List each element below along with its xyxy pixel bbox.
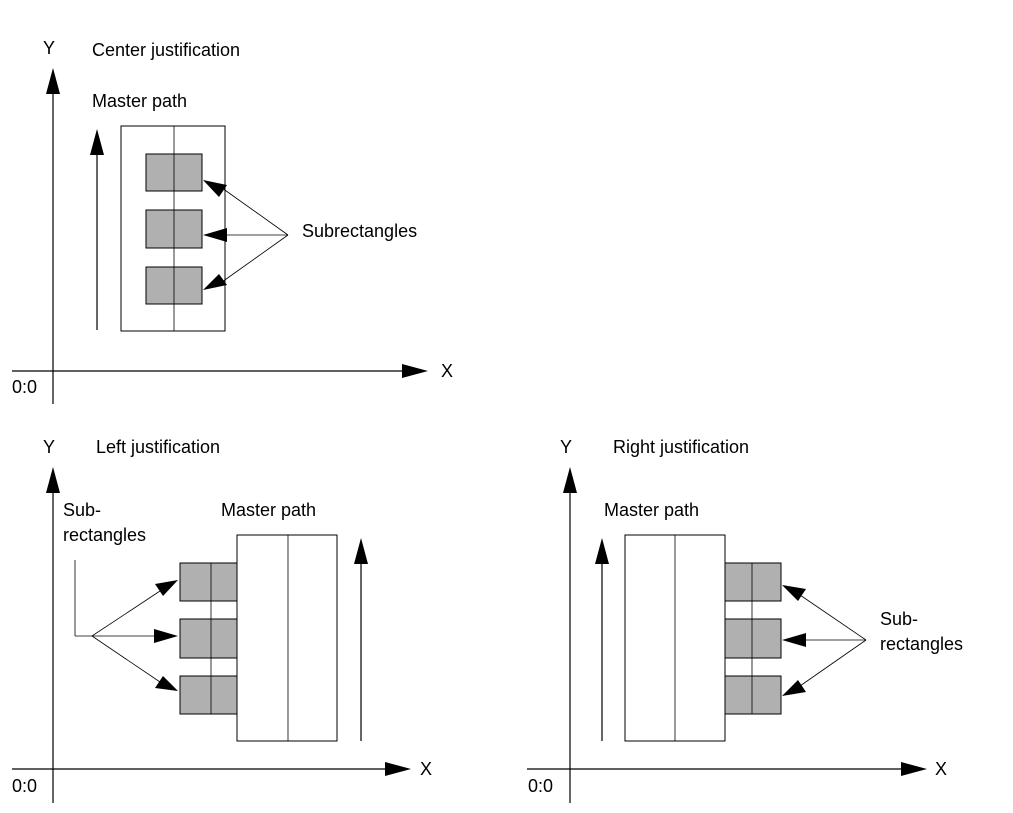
left-callout-label-line1: Sub- [63,500,101,520]
right-y-axis-arrowhead [563,467,577,493]
right-callout-line-1 [799,594,867,641]
right-master-path-label: Master path [604,500,699,520]
center-y-axis-arrowhead [46,68,60,94]
left-justification-panel: Y Left justification X 0:0 Master path S… [12,437,432,803]
left-panel-title: Left justification [96,437,220,457]
center-y-axis-label: Y [43,38,55,58]
left-x-axis-label: X [420,759,432,779]
center-callout-line-3 [221,234,289,283]
left-callout-line-1 [91,590,161,637]
right-origin-label: 0:0 [528,776,553,796]
center-x-axis-arrowhead [402,364,428,378]
left-master-rectangle [236,534,338,742]
left-x-axis-arrowhead [385,762,411,776]
left-master-path-label: Master path [221,500,316,520]
right-panel-title: Right justification [613,437,749,457]
center-callout-line-1 [221,187,289,236]
left-callout-line-3 [91,635,161,683]
left-origin-label: 0:0 [12,776,37,796]
left-y-axis-label: Y [43,437,55,457]
right-subrectangle-1 [724,562,782,602]
right-callout-label-line1: Sub- [880,609,918,629]
center-callout-arrowhead-2 [203,228,227,242]
center-callout-label: Subrectangles [302,221,417,241]
center-master-path-arrowhead [90,129,104,155]
center-panel-title: Center justification [92,40,240,60]
right-callout-line-3 [799,639,867,687]
left-subrectangle-1 [179,562,238,602]
left-subrectangle-3 [179,675,238,715]
right-callout-arrowhead-2 [782,633,806,647]
right-master-path-arrowhead [595,538,609,564]
right-callout-arrowhead-3 [782,680,806,696]
right-justification-panel: Y Right justification X 0:0 Master path … [527,437,963,803]
left-callout-arrowhead-3 [155,676,178,691]
center-origin-label: 0:0 [12,377,37,397]
center-master-path-label: Master path [92,91,187,111]
right-y-axis-label: Y [560,437,572,457]
right-subrectangle-3 [724,675,782,715]
left-callout-label-line2: rectangles [63,525,146,545]
center-justification-panel: Y Center justification X 0:0 Master path… [12,38,453,404]
right-callout-arrowhead-1 [782,585,806,601]
left-master-path-arrowhead [354,538,368,564]
center-callout-arrowhead-3 [203,274,227,290]
right-callout-label-line2: rectangles [880,634,963,654]
right-x-axis-arrowhead [901,762,927,776]
right-x-axis-label: X [935,759,947,779]
center-x-axis-label: X [441,361,453,381]
center-callout-arrowhead-1 [203,180,227,197]
left-y-axis-arrowhead [46,467,60,493]
left-callout-arrowhead-1 [155,580,178,596]
left-subrectangle-2 [179,618,238,659]
left-callout-arrowhead-2 [154,629,178,643]
right-subrectangle-2 [724,618,782,659]
